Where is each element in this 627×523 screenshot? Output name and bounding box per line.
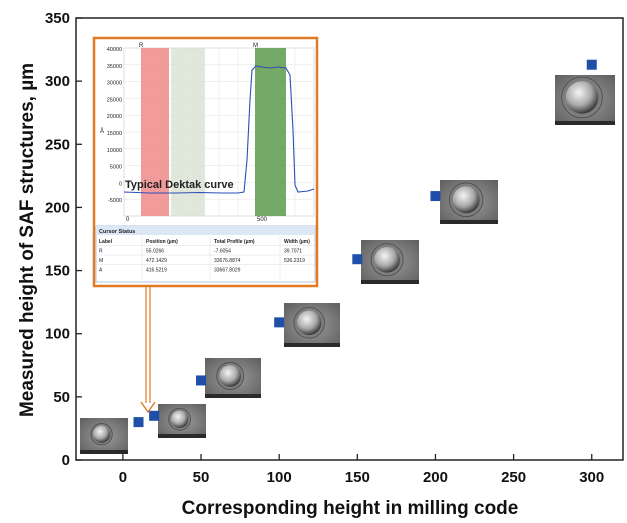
inset-y-tick-6: 10000 [107,148,122,154]
inset-cursor-label-r: R [139,43,144,49]
data-point-3 [196,375,207,386]
inset-y-ticks: 40000 35000 30000 25000 20000 15000 10000 5000 0… [107,47,122,204]
sem-image-4 [284,303,340,347]
inset-table-cell: 536.2319 [284,258,305,264]
sem-image-5 [361,240,419,284]
x-tick-label-100: 100 [267,469,292,486]
inset-y-tick-3: 25000 [107,97,122,103]
data-point-1 [133,417,144,428]
data-point-6 [430,191,441,202]
inset-cursor-label-m: M [253,43,258,49]
inset-table-cell: Total Profile (µm) [214,239,255,245]
y-tick-label-100: 100 [45,326,70,343]
y-tick-label-200: 200 [45,199,70,216]
inset-reference-band [171,48,205,216]
inset-table-cell: 33667.8029 [214,268,241,274]
x-tick-label-50: 50 [193,469,210,486]
inset-x-tick-500: 500 [257,217,268,223]
data-point-7 [586,59,597,70]
dektak-inset: R M 40000 35000 30000 25000 20000 15000 10000 5… [92,36,319,288]
inset-table-cell: Label [99,239,113,245]
x-tick-label-250: 250 [501,469,526,486]
sem-image-2 [158,404,206,438]
sem-image-infobar [205,394,261,398]
sem-structure-dome [565,81,599,114]
sem-image-infobar [80,450,128,454]
inset-y-tick-7: 5000 [110,165,122,171]
x-tick-label-200: 200 [423,469,448,486]
inset-y-tick-8: 0 [119,181,122,187]
inset-cursor-band-r [141,48,169,216]
inset-y-unit: Å [100,128,104,135]
x-axis-title: Corresponding height in milling code [182,498,519,519]
inset-table-cell: 416.5219 [146,268,167,274]
sem-image-infobar [555,121,615,125]
data-points [133,59,597,428]
inset-caption: Typical Dektak curve [125,179,234,191]
sem-image-6 [440,180,498,224]
sem-images [80,75,615,454]
sem-structure-dome [219,365,242,387]
inset-y-tick-1: 35000 [107,64,122,70]
y-axis-ticks: 0 50 100 150 200 250 300 350 [45,10,82,469]
inset-table-cell: 55.0266 [146,249,164,255]
sem-structure-dome [296,310,322,336]
inset-cursor-band-m [255,48,286,216]
inset-y-tick-9: -5000 [108,198,122,204]
inset-table-cell: M [99,258,103,264]
inset-x-tick-0: 0 [126,217,130,223]
x-tick-label-300: 300 [579,469,604,486]
sem-image-7 [555,75,615,125]
y-tick-label-300: 300 [45,73,70,90]
inset-profile-curve [123,65,315,194]
data-point-4 [274,317,285,328]
inset-table-cell: R [99,249,103,255]
inset-table-cell: A [99,268,103,274]
inset-y-tick-0: 40000 [107,47,122,53]
inset-table-cell: 33676.8874 [214,258,241,264]
data-point-2 [149,410,160,421]
y-tick-label-350: 350 [45,10,70,27]
y-tick-label-50: 50 [53,389,70,406]
inset-y-tick-5: 15000 [107,131,122,137]
callout-arrow [140,286,156,414]
inset-table-cell: -7.6054 [214,249,231,255]
sem-image-infobar [158,434,206,438]
sem-image-infobar [361,280,419,284]
sem-image-3 [205,358,261,398]
sem-image-infobar [440,220,498,224]
sem-structure-dome [374,246,400,273]
inset-y-tick-4: 20000 [107,114,122,120]
data-point-5 [352,254,363,265]
x-tick-label-150: 150 [345,469,370,486]
inset-table-title: Cursor Status [99,229,135,235]
inset-table-cell: Position (µm) [146,239,178,245]
inset-table: Label Position (µm) Total Profile (µm) Widt… [96,236,315,280]
plot-frame [75,17,624,461]
sem-structure-dome [452,186,480,214]
y-tick-label-250: 250 [45,136,70,153]
y-tick-label-0: 0 [62,452,70,469]
inset-table-cell: Width (µm) [284,239,310,245]
x-axis-ticks: 0 50 100 150 200 250 300 [119,454,604,486]
sem-image-1 [80,418,128,454]
y-axis-title: Measured height of SAF structures, µm [17,63,38,417]
y-tick-label-150: 150 [45,263,70,280]
sem-structure-dome [93,425,111,443]
sem-image-infobar [284,343,340,347]
inset-y-tick-2: 30000 [107,81,122,87]
inset-table-cell: 39.7071 [284,249,302,255]
sem-structure-dome [170,410,189,429]
x-tick-label-0: 0 [119,469,127,486]
inset-table-cell: 472.1429 [146,258,167,264]
